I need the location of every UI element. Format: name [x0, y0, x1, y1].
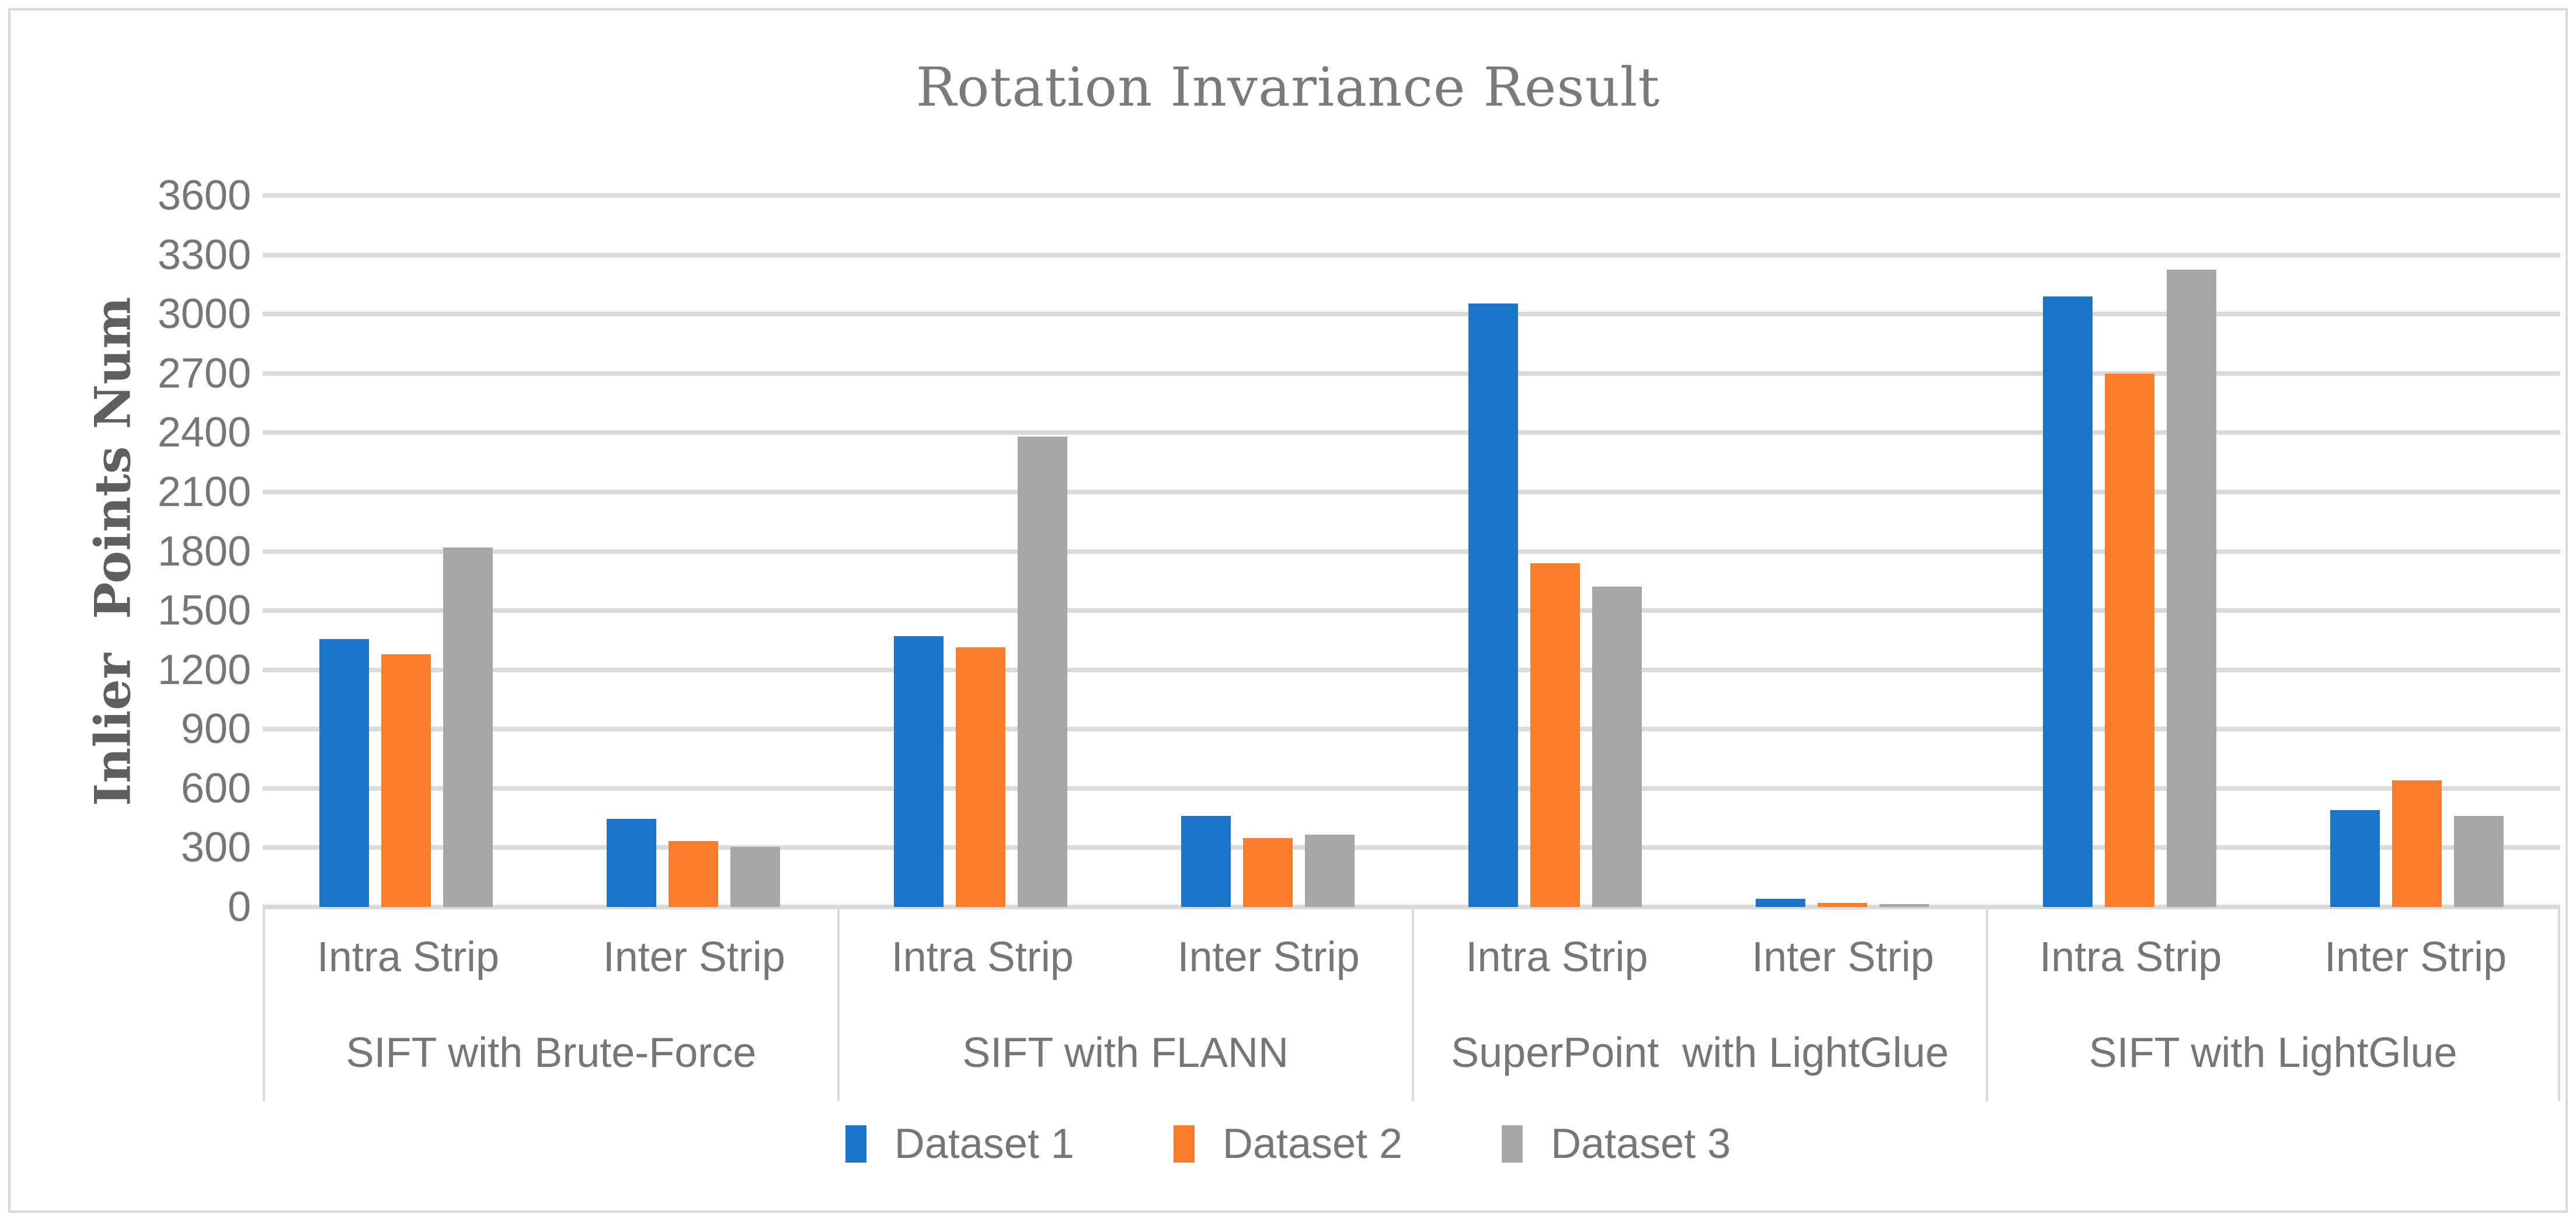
strip-label-row: Intra Strip Inter Strip — [1414, 909, 1986, 1005]
group-label: SuperPoint with LightGlue — [1451, 1030, 1949, 1076]
x-group-cell: Intra Strip Inter Strip SIFT with LightGlu… — [1986, 909, 2560, 1101]
bar-cluster — [2273, 196, 2560, 907]
bar-dataset-3 — [1305, 835, 1355, 907]
plot-area — [263, 193, 2560, 909]
strip-label: Inter Strip — [1177, 934, 1360, 981]
bar-dataset-3 — [2166, 269, 2216, 907]
y-tick-label: 0 — [227, 884, 251, 930]
gridline — [263, 727, 2560, 732]
gridline — [263, 252, 2560, 257]
bar-dataset-2 — [381, 654, 431, 907]
x-group-cell: Intra Strip Inter Strip SuperPoint with Li… — [1411, 909, 1986, 1101]
bar-dataset-2 — [956, 647, 1006, 907]
strip-label: Intra Strip — [2039, 934, 2222, 981]
strip-label: Inter Strip — [1752, 934, 1934, 981]
bar-cluster — [1412, 196, 1699, 907]
group-label: SIFT with Brute-Force — [346, 1030, 757, 1076]
y-tick-label: 1800 — [157, 528, 251, 575]
strip-label-row: Intra Strip Inter Strip — [265, 909, 837, 1005]
gridline — [263, 489, 2560, 494]
legend-label: Dataset 2 — [1222, 1121, 1403, 1167]
legend-item-dataset-2: Dataset 2 — [1173, 1120, 1403, 1168]
strip-label-row: Intra Strip Inter Strip — [1988, 909, 2558, 1005]
strip-label: Inter Strip — [2324, 934, 2507, 981]
gridline — [263, 905, 2560, 909]
bar-dataset-3 — [1592, 587, 1642, 907]
bar-group-2 — [837, 196, 1412, 907]
strip-label: Intra Strip — [316, 934, 499, 981]
bar-dataset-2 — [1530, 563, 1580, 907]
bar-cluster — [837, 196, 1125, 907]
strip-label: Intra Strip — [891, 934, 1074, 981]
y-tick-label: 1200 — [157, 646, 251, 693]
strip-label-row: Intra Strip Inter Strip — [840, 909, 1412, 1005]
bar-group-3 — [1412, 196, 1986, 907]
x-axis-labels: Intra Strip Inter Strip SIFT with Brute-Fo… — [263, 909, 2560, 1101]
gridline — [263, 608, 2560, 613]
bar-dataset-2 — [2104, 373, 2154, 907]
gridline — [263, 549, 2560, 554]
bar-dataset-2 — [1817, 903, 1867, 907]
bar-dataset-1 — [2042, 296, 2093, 907]
y-tick-label: 2700 — [157, 350, 251, 397]
bar-dataset-3 — [1879, 903, 1929, 907]
bar-cluster — [1986, 196, 2273, 907]
y-tick-label: 1500 — [157, 587, 251, 634]
legend-item-dataset-1: Dataset 1 — [845, 1120, 1074, 1168]
bar-dataset-3 — [2453, 816, 2504, 907]
strip-label: Inter Strip — [603, 934, 785, 981]
legend-swatch-icon — [1502, 1125, 1523, 1163]
bar-cluster — [550, 196, 837, 907]
bar-cluster — [1125, 196, 1412, 907]
gridline — [263, 193, 2560, 198]
bar-dataset-2 — [1243, 838, 1293, 907]
y-tick-label: 2100 — [157, 468, 251, 515]
bar-dataset-1 — [607, 819, 657, 907]
legend: Dataset 1 Dataset 2 Dataset 3 — [0, 1109, 2576, 1179]
bar-dataset-2 — [669, 840, 719, 907]
gridline — [263, 312, 2560, 317]
gridline — [263, 786, 2560, 791]
gridline — [263, 845, 2560, 850]
y-tick-label: 2400 — [157, 409, 251, 456]
chart-title: Rotation Invariance Result — [915, 56, 1661, 118]
group-label: SIFT with LightGlue — [2088, 1030, 2457, 1076]
y-tick-label: 600 — [180, 765, 251, 812]
y-tick-label: 3300 — [157, 231, 251, 278]
y-axis-tick-labels: 0 300 600 900 1200 1500 1800 2100 2400 2700 3000 33… — [0, 175, 251, 928]
bar-group-1 — [263, 196, 837, 907]
bar-groups — [263, 196, 2560, 907]
bar-dataset-1 — [894, 636, 944, 907]
x-group-cell: Intra Strip Inter Strip SIFT with FLANN — [837, 909, 1412, 1101]
bar-dataset-1 — [1181, 816, 1231, 907]
legend-swatch-icon — [845, 1125, 866, 1163]
legend-label: Dataset 1 — [894, 1121, 1074, 1167]
bar-dataset-2 — [2391, 780, 2442, 907]
legend-label: Dataset 3 — [1551, 1121, 1731, 1167]
legend-swatch-icon — [1173, 1125, 1195, 1163]
bar-group-4 — [1986, 196, 2560, 907]
y-tick-label: 3600 — [157, 172, 251, 219]
bar-cluster — [263, 196, 550, 907]
bar-dataset-3 — [443, 547, 493, 907]
bar-dataset-3 — [1018, 437, 1068, 907]
gridline — [263, 667, 2560, 672]
strip-label: Intra Strip — [1465, 934, 1648, 981]
bar-cluster — [1698, 196, 1986, 907]
group-label: SIFT with FLANN — [962, 1030, 1289, 1076]
gridline — [263, 430, 2560, 435]
bar-dataset-3 — [730, 846, 781, 907]
bar-dataset-1 — [319, 639, 370, 907]
x-group-cell: Intra Strip Inter Strip SIFT with Brute-Fo… — [263, 909, 837, 1101]
y-tick-label: 900 — [180, 706, 251, 753]
bar-dataset-1 — [1468, 303, 1518, 907]
bar-dataset-1 — [2330, 810, 2380, 907]
legend-item-dataset-3: Dataset 3 — [1502, 1120, 1731, 1168]
y-tick-label: 300 — [180, 824, 251, 871]
gridline — [263, 371, 2560, 376]
bar-dataset-1 — [1755, 899, 1805, 907]
y-tick-label: 3000 — [157, 291, 251, 338]
